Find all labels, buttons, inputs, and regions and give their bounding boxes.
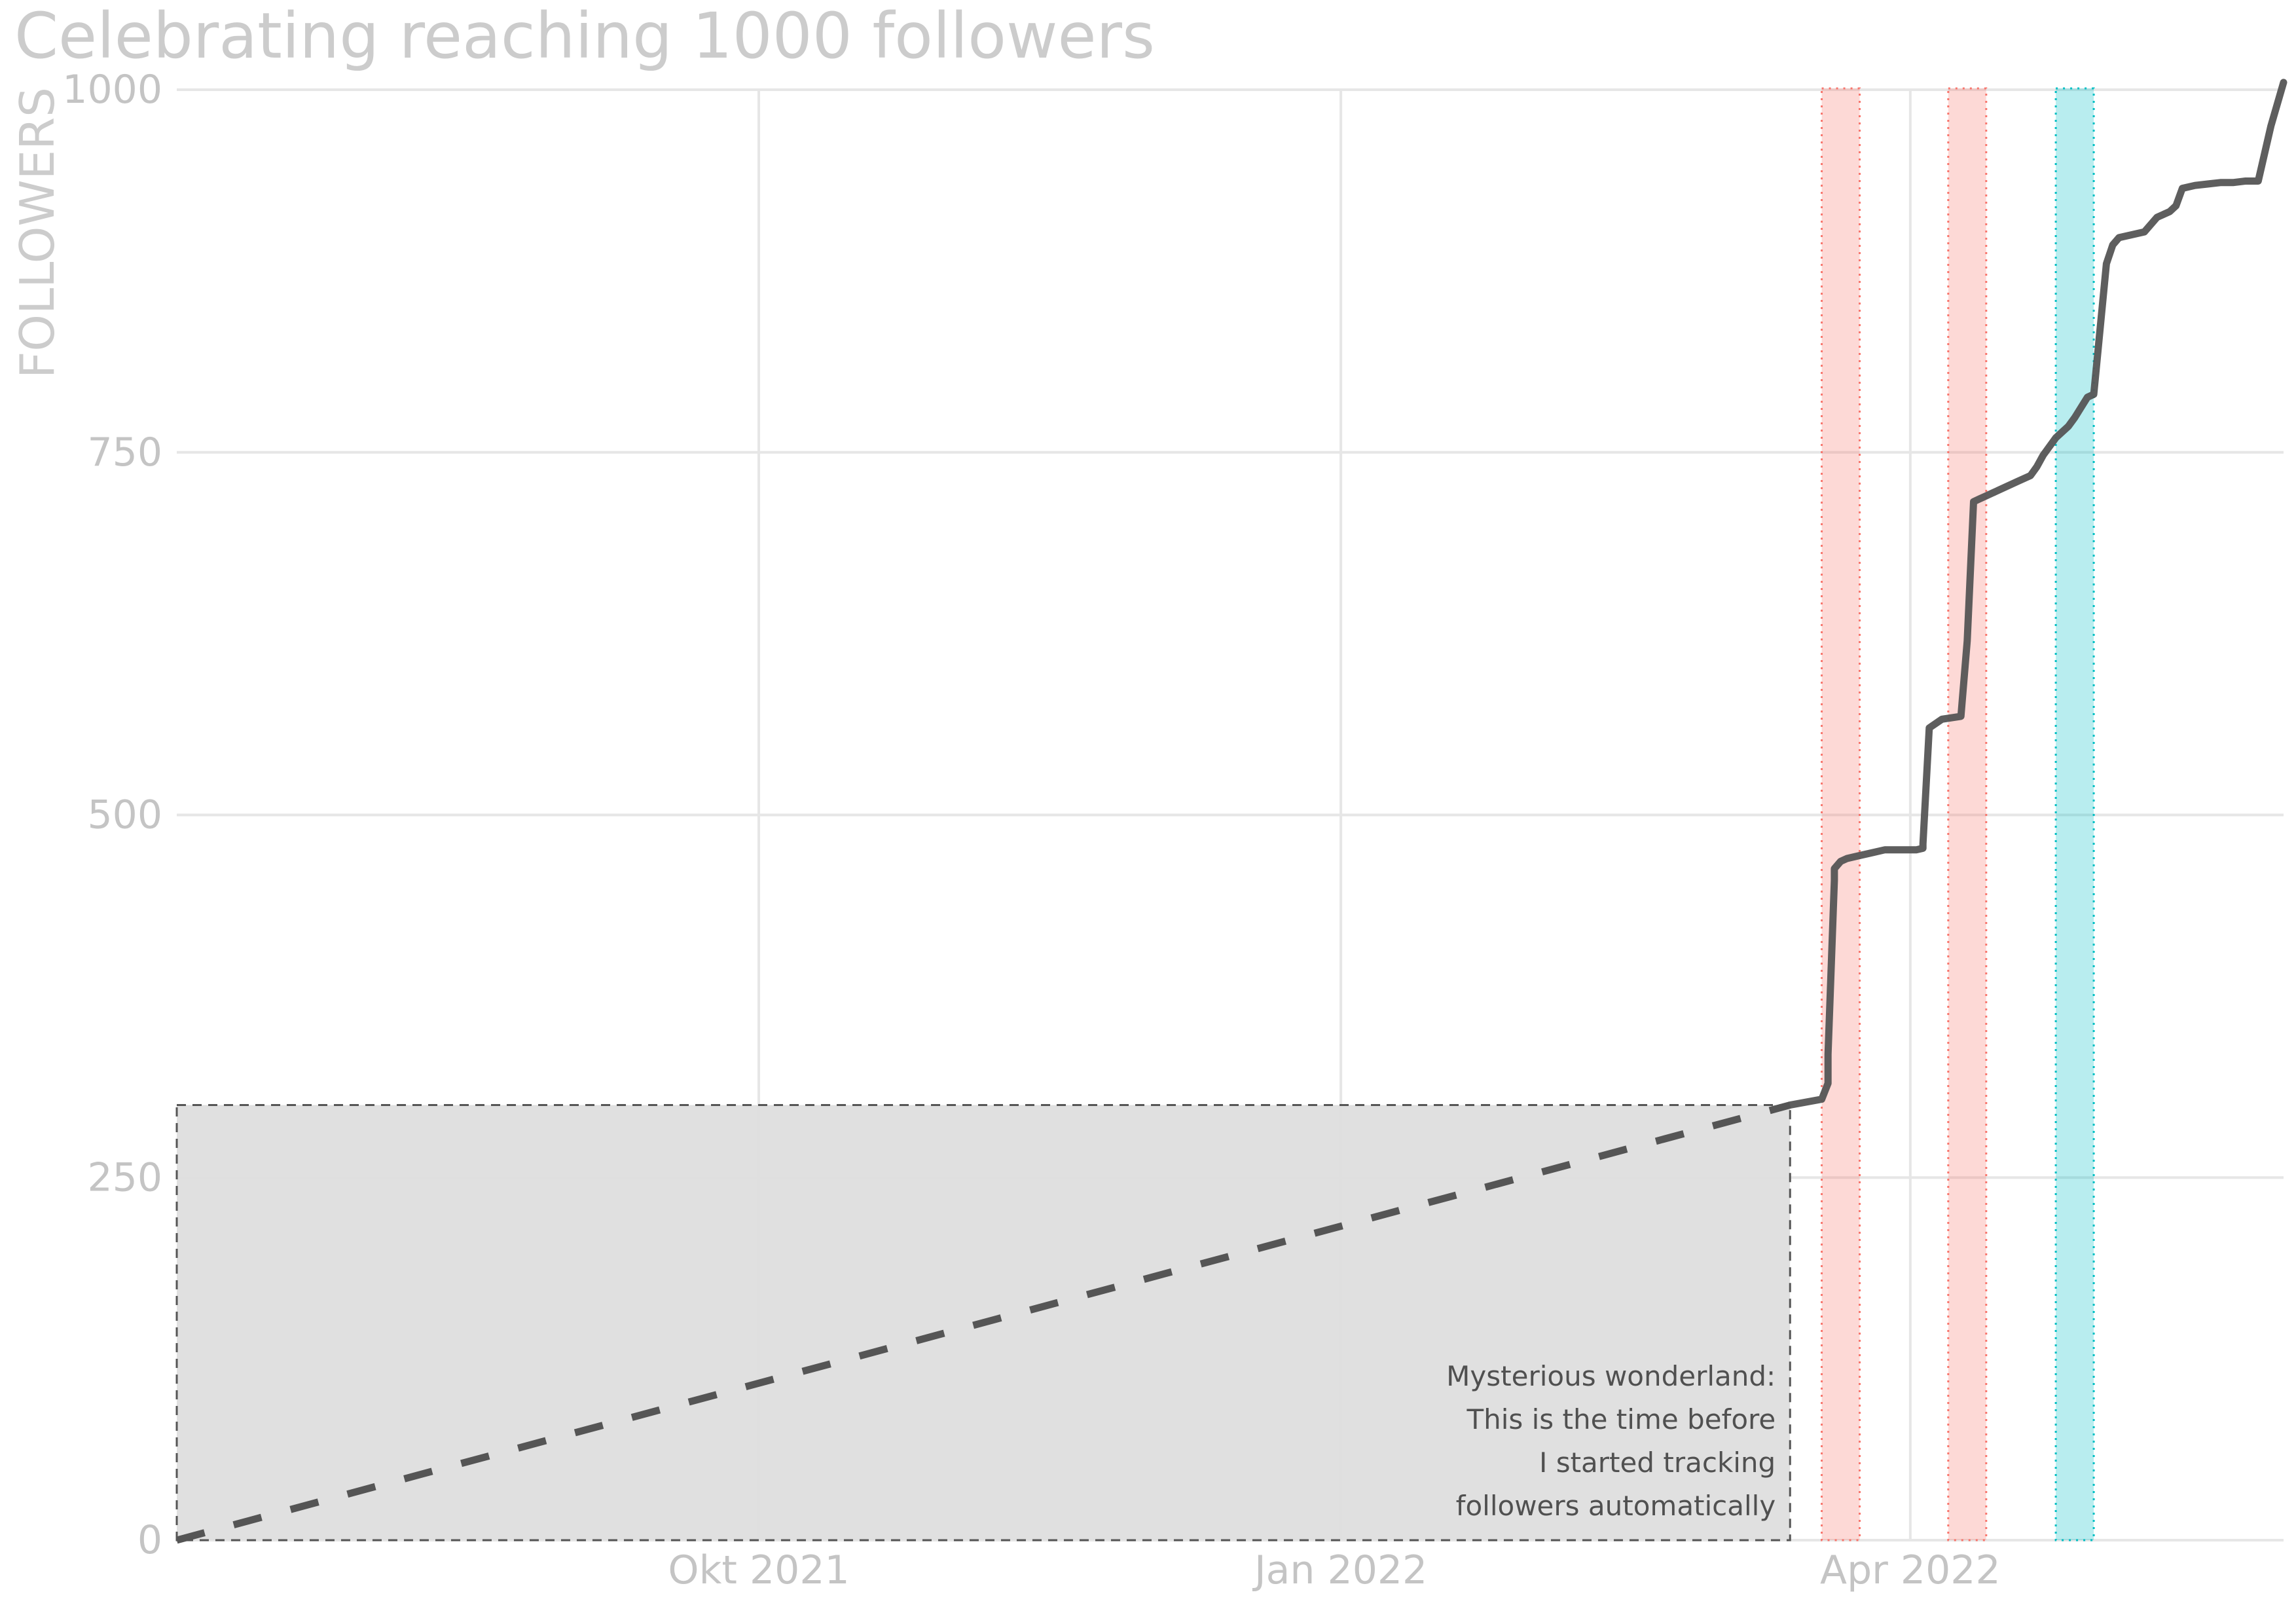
highlight-bands <box>1821 87 2095 1541</box>
y-tick-label: 1000 <box>62 67 162 113</box>
y-axis-ticks: 0 250 500 750 1000 <box>62 67 162 1563</box>
x-tick-label: Jan 2022 <box>1252 1547 1427 1593</box>
y-axis-label: FOLLOWERS <box>10 87 65 378</box>
annotation-line: followers automatically <box>1456 1490 1776 1522</box>
highlight-band <box>1821 87 1861 1541</box>
estimated-series-line <box>175 1101 1791 1544</box>
y-tick-label: 250 <box>87 1154 162 1200</box>
chart-title: Celebrating reaching 1000 followers <box>14 0 1155 73</box>
highlight-band <box>1947 87 1988 1541</box>
y-tick-label: 0 <box>137 1517 162 1563</box>
untracked-annotation: Mysterious wonderland: This is the time b… <box>1446 1360 1776 1522</box>
highlight-band <box>2054 87 2095 1541</box>
annotation-line: I started tracking <box>1539 1447 1776 1479</box>
x-tick-label: Okt 2021 <box>668 1547 849 1593</box>
annotation-line: This is the time before <box>1466 1403 1776 1435</box>
tracked-series-line <box>1786 79 2287 1109</box>
x-tick-label: Apr 2022 <box>1820 1547 2001 1593</box>
y-tick-label: 500 <box>87 792 162 838</box>
annotation-line: Mysterious wonderland: <box>1446 1360 1776 1392</box>
y-tick-label: 750 <box>87 430 162 475</box>
series-lines <box>175 79 2287 1544</box>
x-axis-ticks: Okt 2021 Jan 2022 Apr 2022 <box>668 1547 2000 1593</box>
